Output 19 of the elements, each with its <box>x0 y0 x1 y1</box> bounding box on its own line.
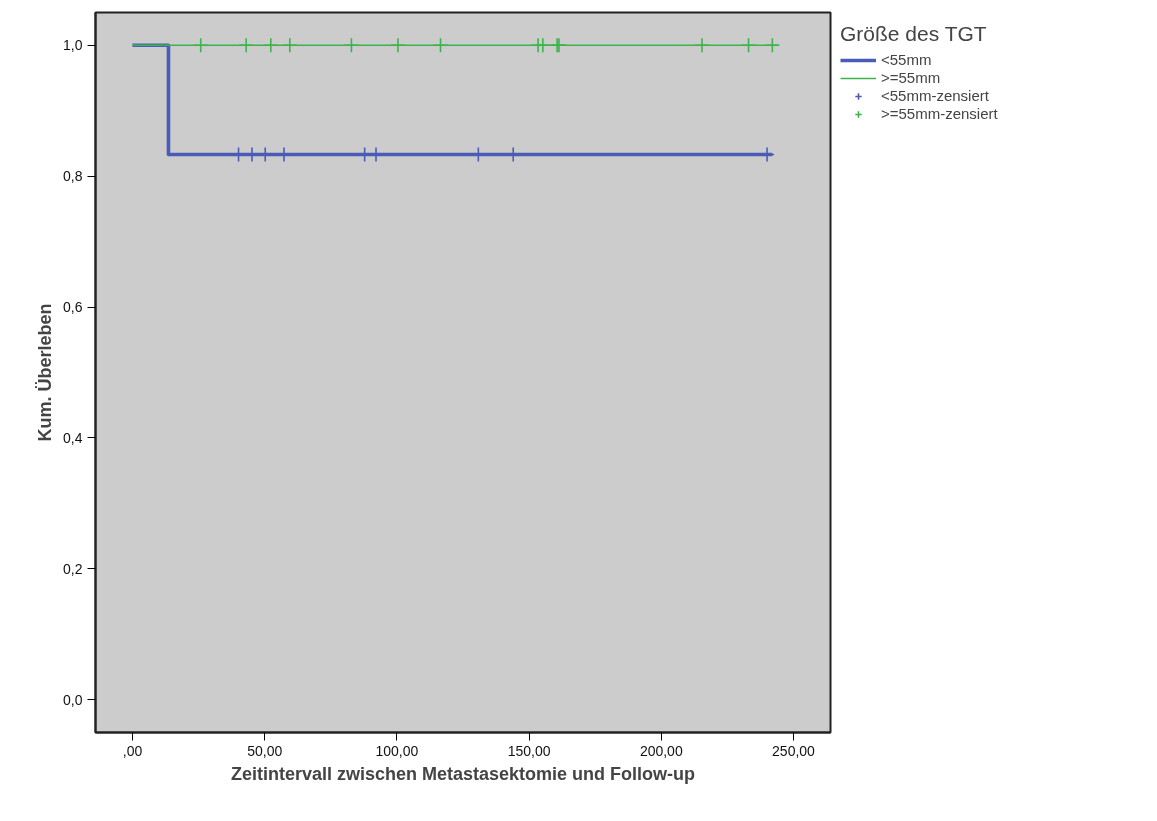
y-tick-label: 0,0 <box>63 691 83 708</box>
x-tick-label: 100,00 <box>375 742 419 759</box>
x-tick-label: ,00 <box>122 742 143 759</box>
legend-label: <55mm <box>881 51 932 68</box>
legend-title: Größe des TGT <box>840 22 988 46</box>
y-tick-label: 1,0 <box>63 37 83 54</box>
y-tick-label: 0,2 <box>63 560 83 577</box>
x-tick-label: 150,00 <box>507 742 551 759</box>
x-tick-label: 200,00 <box>639 742 683 759</box>
x-tick-label: 50,00 <box>247 742 283 759</box>
y-tick-label: 0,8 <box>63 168 83 185</box>
x-axis-title: Zeitintervall zwischen Metastasektomie und Follow-up <box>230 763 696 784</box>
y-tick-label: 0,4 <box>63 429 83 446</box>
legend-label: >=55mm <box>881 69 941 86</box>
y-tick-label: 0,6 <box>63 299 83 316</box>
legend-label: <55mm-zensiert <box>881 87 989 104</box>
x-tick-label: 250,00 <box>772 742 816 759</box>
y-axis-title: Kum. Überleben <box>35 303 56 442</box>
legend-label: >=55mm-zensiert <box>881 105 998 122</box>
